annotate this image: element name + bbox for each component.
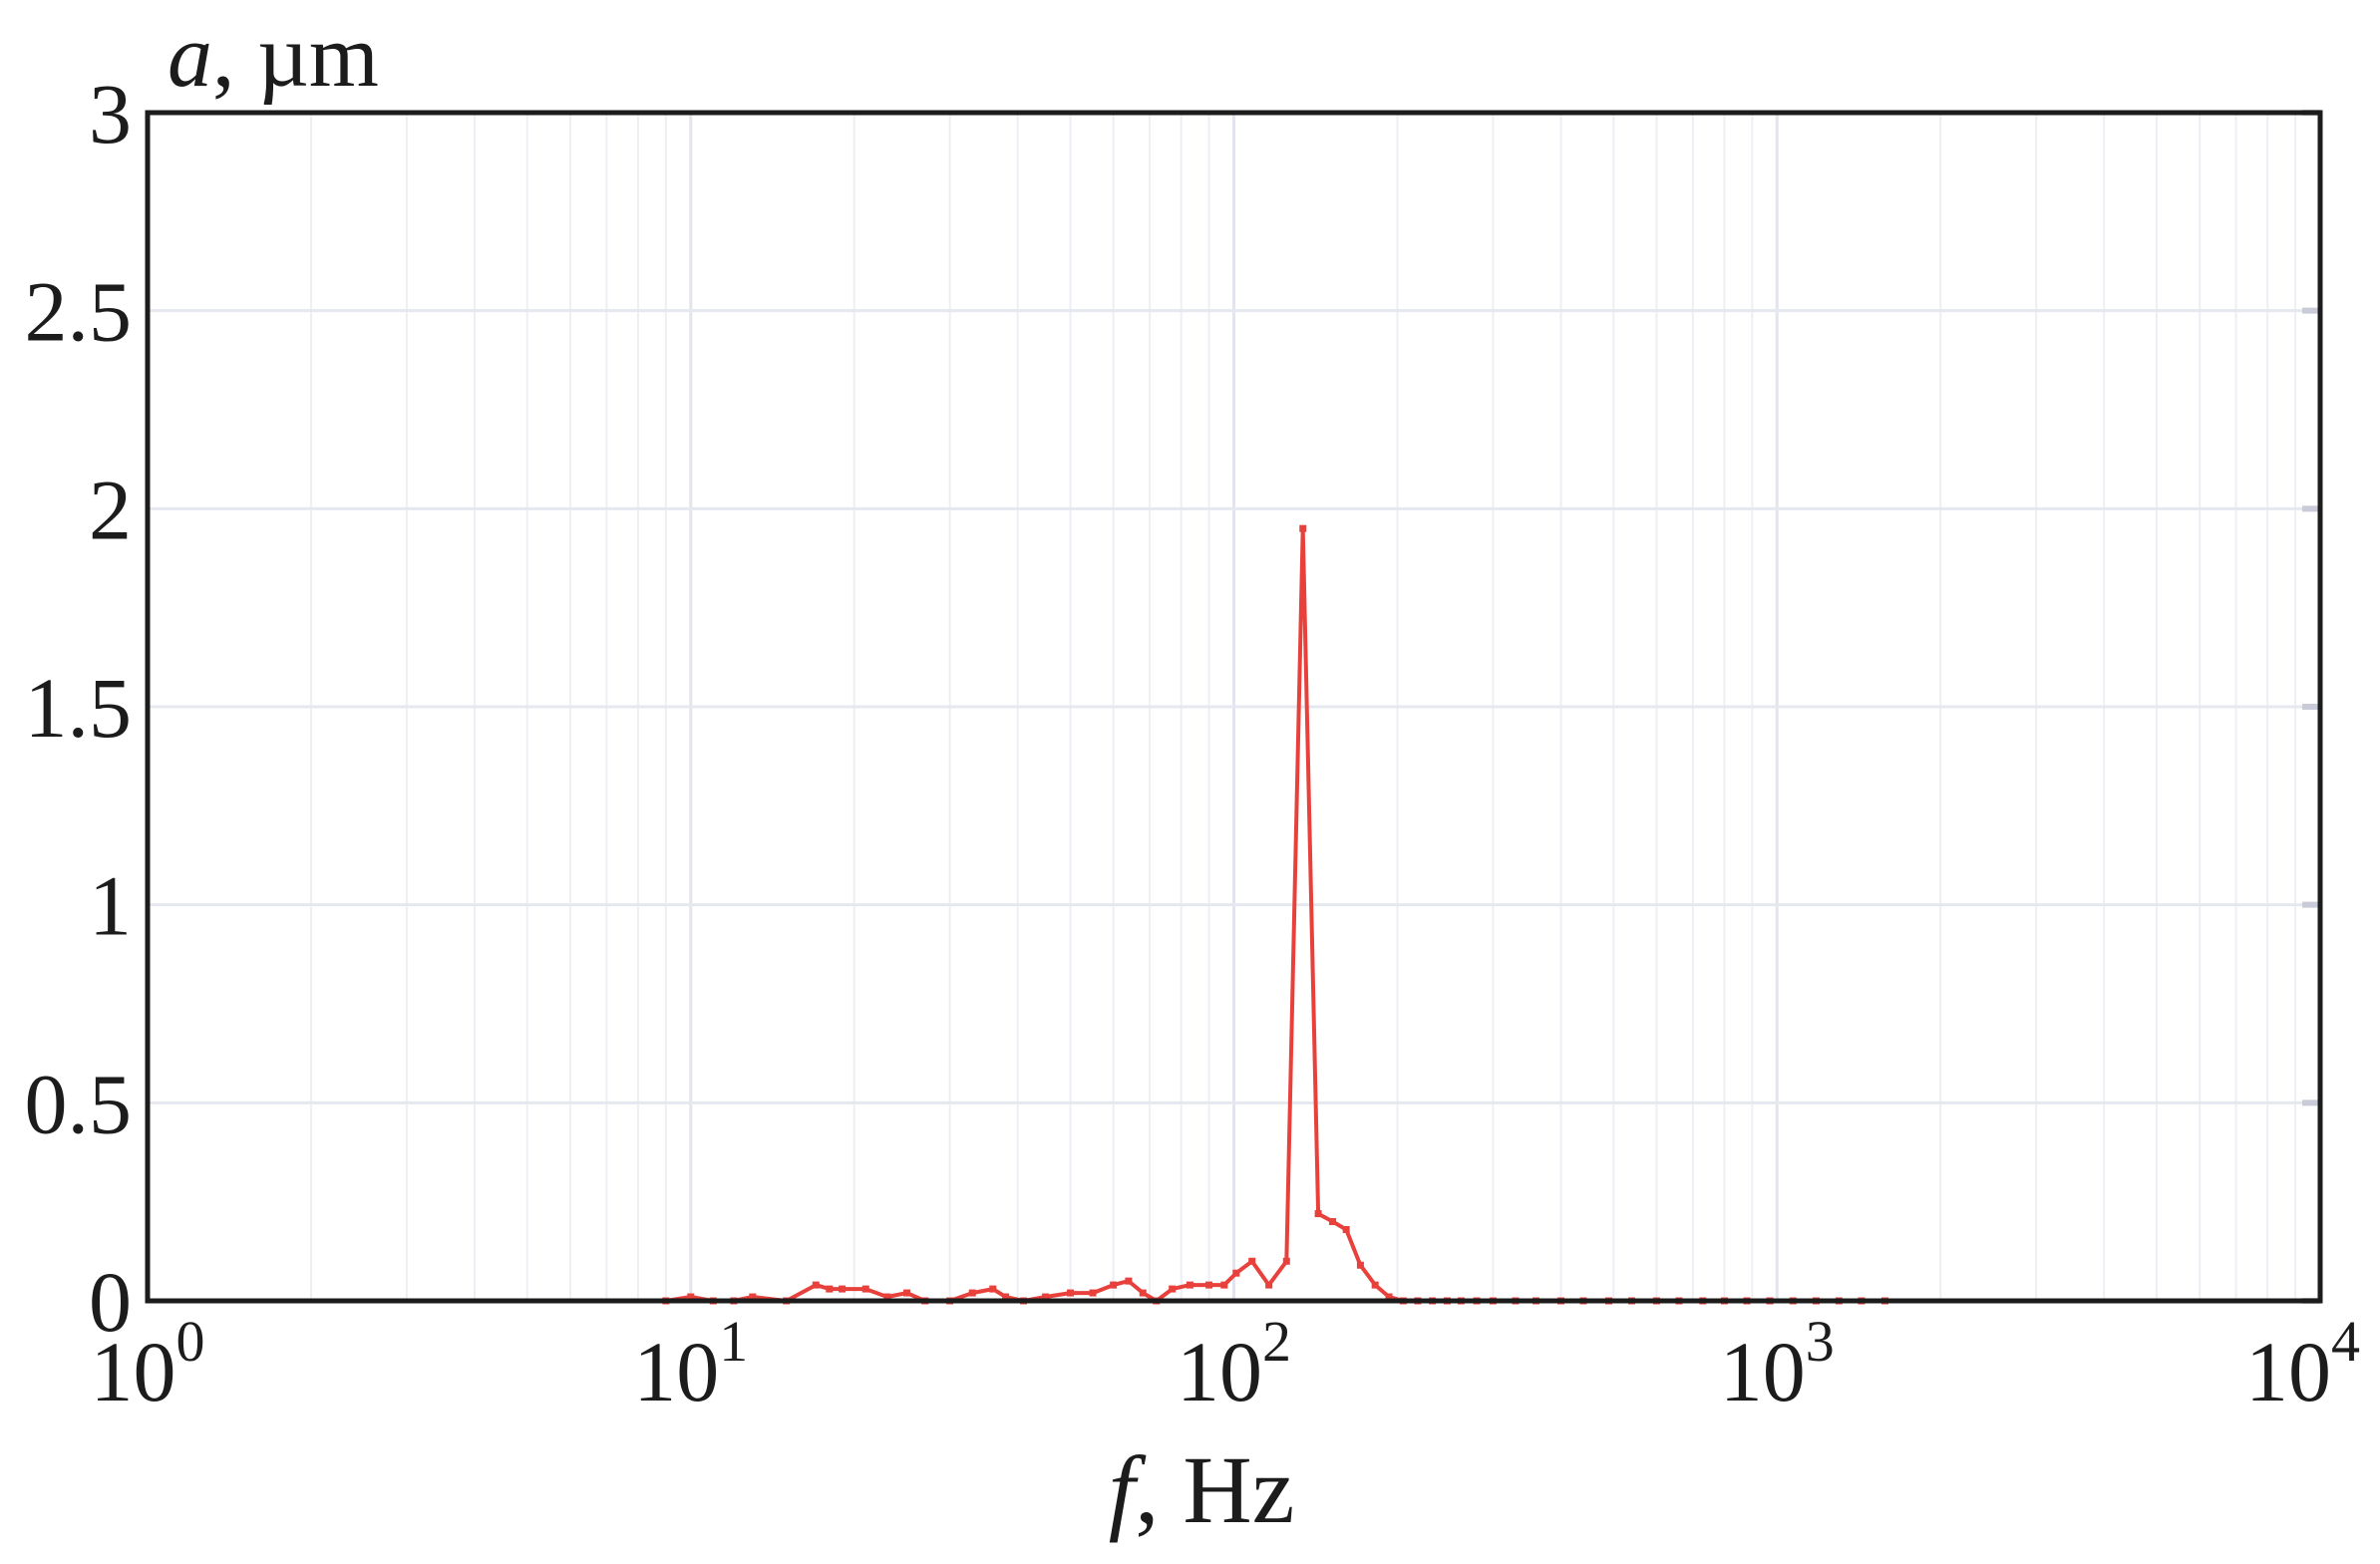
x-axis-title: f, Hz xyxy=(1109,1436,1295,1543)
data-point xyxy=(1314,1210,1322,1218)
x-axis-title-unit: , Hz xyxy=(1135,1436,1294,1543)
data-point xyxy=(1385,1293,1393,1301)
data-point xyxy=(1042,1293,1050,1301)
data-point xyxy=(1299,524,1307,532)
x-tick-base: 10 xyxy=(633,1324,719,1419)
data-point xyxy=(1110,1281,1118,1289)
x-tick-label: 100 xyxy=(91,1309,205,1419)
data-point xyxy=(749,1293,757,1301)
data-point xyxy=(1265,1281,1273,1289)
data-point xyxy=(1169,1285,1177,1293)
data-point xyxy=(812,1281,820,1289)
data-point xyxy=(1248,1257,1256,1265)
y-tick-label: 1 xyxy=(89,858,132,954)
x-tick-label: 101 xyxy=(633,1309,748,1419)
data-point xyxy=(903,1289,911,1297)
series-line xyxy=(663,526,1887,1303)
x-tick-label: 104 xyxy=(2245,1309,2360,1419)
x-tick-base: 10 xyxy=(91,1324,176,1419)
y-tick-label: 0.5 xyxy=(25,1056,133,1151)
x-tick-exponent: 4 xyxy=(2331,1309,2360,1374)
data-point xyxy=(687,1293,695,1301)
data-point xyxy=(1139,1289,1147,1297)
data-point xyxy=(1186,1281,1193,1289)
data-point xyxy=(1342,1225,1350,1233)
y-tick-label: 2 xyxy=(89,462,132,557)
data-point xyxy=(883,1293,891,1301)
data-point xyxy=(826,1285,834,1293)
x-tick-labels: 100 101 102 103 104 xyxy=(91,1309,2361,1419)
grid-layer xyxy=(146,110,2322,1304)
x-tick-exponent: 0 xyxy=(176,1309,205,1374)
y-tick-label: 2.5 xyxy=(25,264,133,360)
y-axis-title-unit: , µm xyxy=(212,7,379,106)
data-point xyxy=(1067,1289,1075,1297)
data-point xyxy=(1371,1281,1379,1289)
x-tick-label: 103 xyxy=(1720,1309,1835,1419)
y-tick-label: 3 xyxy=(89,66,132,161)
x-tick-label: 102 xyxy=(1177,1309,1291,1419)
series-layer xyxy=(662,524,1888,1305)
data-point xyxy=(1282,1257,1290,1265)
plot-frame xyxy=(145,110,2323,1304)
x-tick-exponent: 1 xyxy=(719,1309,748,1374)
data-point xyxy=(1329,1218,1337,1226)
x-tick-exponent: 3 xyxy=(1806,1309,1835,1374)
x-tick-base: 10 xyxy=(2245,1324,2331,1419)
data-point xyxy=(1220,1281,1228,1289)
y-tick-label: 0 xyxy=(89,1254,132,1350)
y-tick-label: 1.5 xyxy=(25,660,133,756)
y-axis-title: a, µm xyxy=(168,7,379,106)
data-point xyxy=(861,1285,869,1293)
y-axis-title-symbol: a xyxy=(168,7,212,106)
data-point xyxy=(968,1289,976,1297)
data-point xyxy=(1125,1277,1133,1285)
data-point xyxy=(1356,1261,1364,1269)
x-tick-base: 10 xyxy=(1177,1324,1262,1419)
data-point xyxy=(1089,1289,1097,1297)
x-tick-exponent: 2 xyxy=(1262,1309,1291,1374)
data-point xyxy=(989,1285,997,1293)
x-tick-base: 10 xyxy=(1720,1324,1806,1419)
y-tick-labels: 0 0.5 1 1.5 2 2.5 3 xyxy=(25,66,133,1350)
data-point xyxy=(1232,1269,1240,1277)
data-point xyxy=(839,1285,847,1293)
data-point xyxy=(1205,1281,1213,1289)
data-point xyxy=(1002,1293,1010,1301)
